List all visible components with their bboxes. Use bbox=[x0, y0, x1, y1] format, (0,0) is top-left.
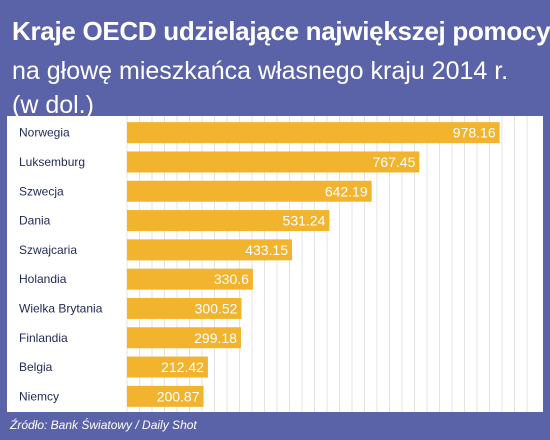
bar-value-label: 200.87 bbox=[157, 388, 200, 404]
category-label: Finlandia bbox=[19, 331, 68, 345]
bar bbox=[127, 210, 330, 232]
bar-value-label: 212.42 bbox=[161, 359, 204, 375]
bar-chart: Norwegia 978.16 Luksemburg 767.45 Szwecja 642… bbox=[19, 116, 528, 412]
bar-value-label: 300.52 bbox=[195, 300, 238, 316]
bar-value-label: 330.6 bbox=[214, 271, 249, 287]
chart-subtitle-unit: (w dol.) bbox=[12, 91, 94, 119]
chart-panel: Norwegia 978.16 Luksemburg 767.45 Szwecja 642… bbox=[7, 116, 543, 412]
bar bbox=[127, 297, 242, 319]
bar-value-label: 433.15 bbox=[245, 242, 288, 258]
bar bbox=[127, 356, 208, 378]
category-label: Dania bbox=[19, 214, 51, 228]
bar-value-label: 299.18 bbox=[194, 330, 237, 346]
bar bbox=[127, 151, 420, 173]
category-label: Belgia bbox=[19, 360, 53, 374]
chart-subtitle: na głowę mieszkańca własnego kraju 2014 … bbox=[12, 57, 509, 85]
bar-value-label: 978.16 bbox=[453, 125, 496, 141]
bar bbox=[127, 385, 204, 407]
category-label: Norwegia bbox=[19, 126, 70, 140]
category-label: Wielka Brytania bbox=[19, 301, 103, 315]
chart-title: Kraje OECD udzielające największej pomoc… bbox=[12, 16, 550, 46]
bar-value-label: 767.45 bbox=[373, 154, 416, 170]
bar bbox=[127, 268, 253, 290]
category-label: Holandia bbox=[19, 272, 67, 286]
bar bbox=[127, 239, 293, 261]
bar bbox=[127, 122, 500, 144]
category-label: Luksemburg bbox=[19, 155, 85, 169]
category-label: Szwecja bbox=[19, 184, 64, 198]
bar-value-label: 642.19 bbox=[325, 183, 368, 199]
bar bbox=[127, 180, 372, 202]
bar-value-label: 531.24 bbox=[283, 213, 326, 229]
bar bbox=[127, 327, 241, 349]
category-label: Szwajcaria bbox=[19, 243, 77, 257]
category-label: Niemcy bbox=[19, 389, 59, 403]
source-note: Źródło: Bank Światowy / Daily Shot bbox=[10, 418, 197, 432]
